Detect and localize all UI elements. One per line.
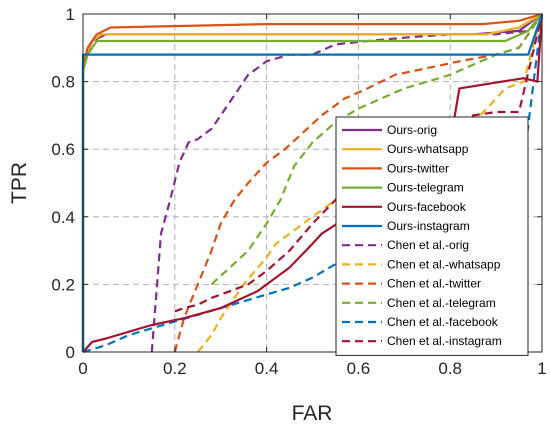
y-tick-label: 0.2 <box>51 275 75 294</box>
y-tick-label: 0.8 <box>51 73 75 92</box>
legend-label-ours-telegram: Ours-telegram <box>387 181 464 195</box>
legend-box <box>335 116 529 356</box>
legend-label-ours-orig: Ours-orig <box>387 123 437 137</box>
legend-label-chen-et-al-orig: Chen et al.-orig <box>387 238 469 252</box>
legend-label-ours-instagram: Ours-instagram <box>387 219 470 233</box>
axis-ticks: 0 0.2 0.4 0.6 0.8 1 0 0.2 0.4 0.6 0.8 1 <box>51 5 546 378</box>
legend-label-ours-facebook: Ours-facebook <box>387 200 467 214</box>
x-tick-label: 0.8 <box>438 359 462 378</box>
legend-label-ours-twitter: Ours-twitter <box>387 161 449 175</box>
y-axis-label: TPR <box>8 162 31 204</box>
series-line-ours-facebook <box>82 13 544 353</box>
plot-frame <box>82 13 543 353</box>
series-line-chen-et-al-telegram <box>210 13 543 286</box>
series-line-chen-et-al-twitter <box>173 13 543 353</box>
y-tick-label: 0.6 <box>51 140 75 159</box>
y-tick-label: 0 <box>66 343 75 362</box>
legend-label-chen-et-al-instagram: Chen et al.-instagram <box>387 334 502 348</box>
x-axis-label: FAR <box>292 402 333 425</box>
x-tick-label: 0.6 <box>347 359 371 378</box>
x-tick-label: 0.4 <box>255 359 279 378</box>
x-tick-label: 0.2 <box>163 359 187 378</box>
series-line-chen-et-al-orig <box>150 13 543 353</box>
legend-label-chen-et-al-telegram: Chen et al.-telegram <box>387 296 496 310</box>
series-line-ours-twitter <box>81 12 543 352</box>
legend-label-ours-whatsapp: Ours-whatsapp <box>387 142 469 156</box>
legend-label-chen-et-al-twitter: Chen et al.-twitter <box>387 277 481 291</box>
legend-label-chen-et-al-facebook: Chen et al.-facebook <box>387 315 499 329</box>
y-tick-label: 0.4 <box>51 208 75 227</box>
x-tick-label: 0 <box>78 359 87 378</box>
legend-label-chen-et-al-whatsapp: Chen et al.-whatsapp <box>387 257 501 271</box>
x-tick-label: 1 <box>537 359 546 378</box>
y-tick-label: 1 <box>66 5 75 24</box>
legend: Ours-orig Ours-whatsapp Ours-twitter Ours-t… <box>335 116 529 356</box>
